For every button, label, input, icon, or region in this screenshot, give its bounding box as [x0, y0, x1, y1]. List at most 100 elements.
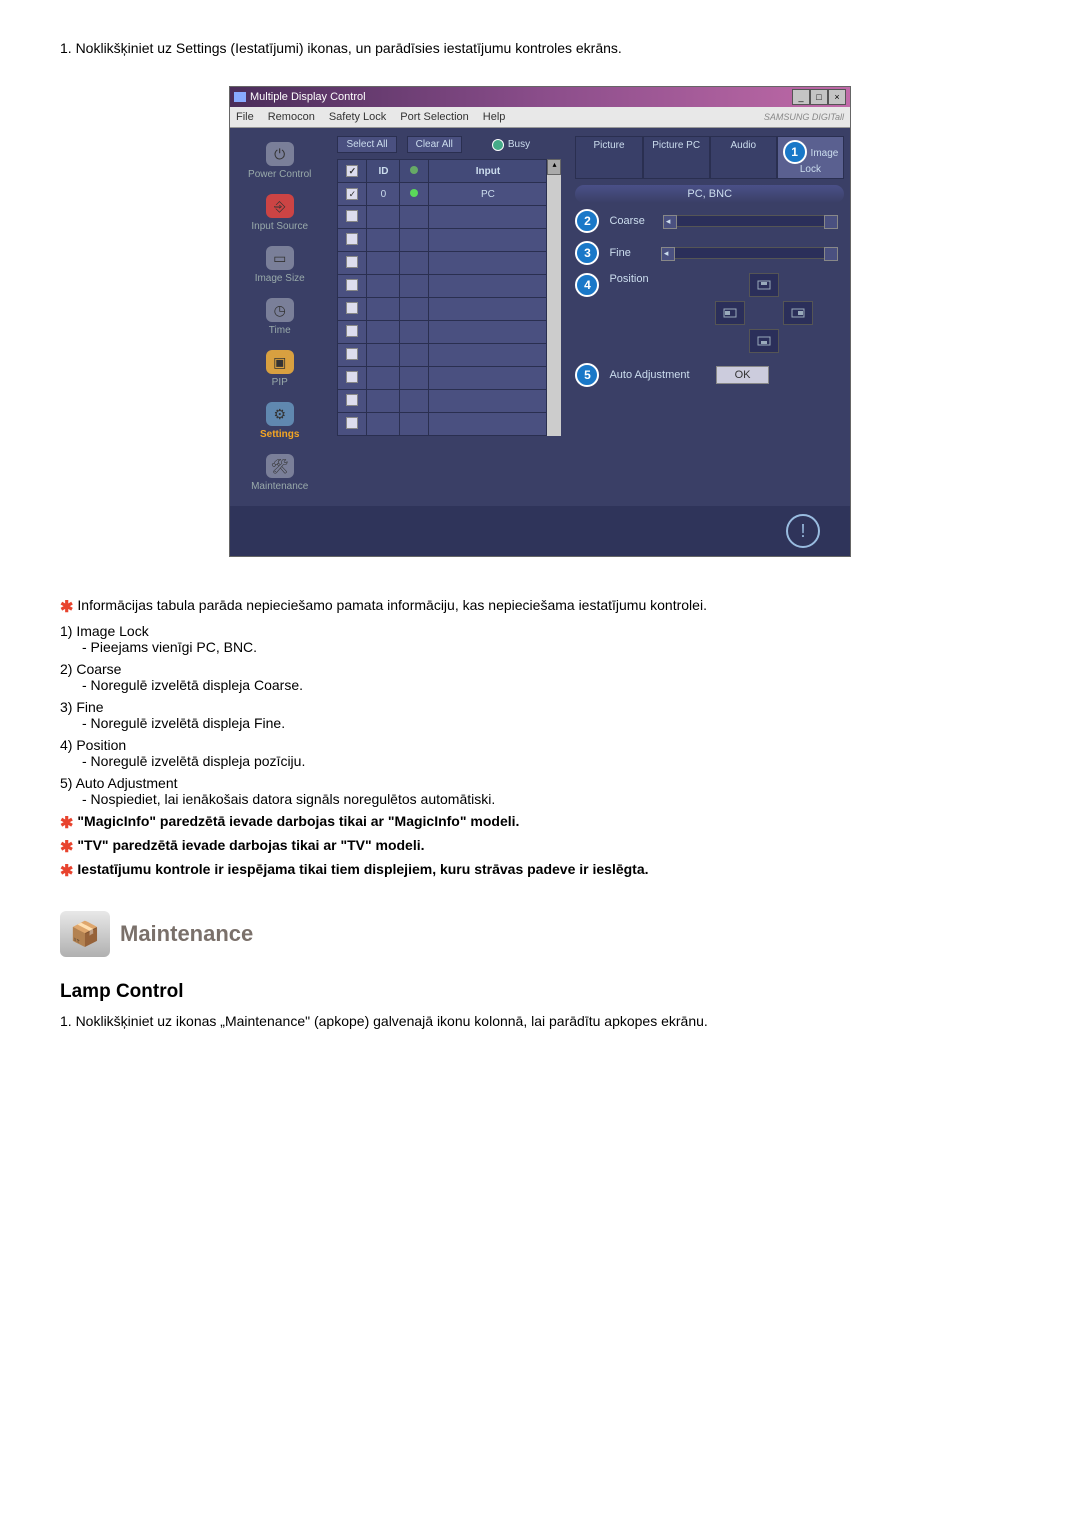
- list-item: 5) Auto Adjustment- Nospiediet, lai ienā…: [60, 775, 1020, 807]
- sidebar-item-input-source[interactable]: ⎆ Input Source: [235, 190, 325, 236]
- close-button[interactable]: ×: [828, 89, 846, 105]
- maintenance-header-icon: 📦: [60, 911, 110, 957]
- maintenance-heading: Maintenance: [120, 921, 253, 947]
- table-row[interactable]: [338, 344, 547, 367]
- badge-3: 3: [575, 241, 599, 265]
- footer-bar: !: [230, 506, 850, 556]
- busy-dot-icon: [492, 139, 504, 151]
- auto-adjustment-label: Auto Adjustment: [609, 369, 689, 381]
- row-id: [367, 298, 400, 321]
- table-row[interactable]: [338, 390, 547, 413]
- sidebar-label: Maintenance: [251, 481, 308, 492]
- row-id: [367, 229, 400, 252]
- numbered-list: 1) Image Lock- Pieejams vienīgi PC, BNC.…: [60, 623, 1020, 807]
- table-row[interactable]: [338, 275, 547, 298]
- position-up[interactable]: [749, 273, 779, 297]
- status-dot-icon: [410, 189, 418, 197]
- fine-label: Fine: [609, 247, 630, 259]
- row-checkbox[interactable]: [346, 371, 358, 383]
- table-row[interactable]: [338, 321, 547, 344]
- minimize-button[interactable]: _: [792, 89, 810, 105]
- row-checkbox[interactable]: [346, 279, 358, 291]
- position-right[interactable]: [783, 301, 813, 325]
- menu-help[interactable]: Help: [483, 111, 506, 123]
- clear-all-button[interactable]: Clear All: [407, 136, 462, 153]
- tab-image-lock[interactable]: 1Image Lock: [777, 136, 844, 179]
- star-icon: ✱: [60, 813, 73, 833]
- app-window: Multiple Display Control _ □ × File Remo…: [229, 86, 851, 557]
- row-checkbox[interactable]: [346, 325, 358, 337]
- table-row[interactable]: [338, 413, 547, 436]
- position-label: Position: [609, 273, 648, 285]
- window-title: Multiple Display Control: [250, 91, 366, 103]
- row-checkbox[interactable]: [346, 210, 358, 222]
- row-checkbox[interactable]: [346, 348, 358, 360]
- source-tag: PC, BNC: [575, 185, 844, 203]
- col-id: ID: [367, 160, 400, 183]
- note-tv: ✱ "TV" paredzētā ievade darbojas tikai a…: [60, 837, 1020, 857]
- sidebar-item-settings[interactable]: ⚙ Settings: [235, 398, 325, 444]
- row-input: [429, 229, 547, 252]
- sidebar-item-pip[interactable]: ▣ PIP: [235, 346, 325, 392]
- titlebar: Multiple Display Control _ □ ×: [230, 87, 850, 107]
- sidebar-item-time[interactable]: ◷ Time: [235, 294, 325, 340]
- list-item: 1) Image Lock- Pieejams vienīgi PC, BNC.: [60, 623, 1020, 655]
- sidebar-label: Power Control: [248, 169, 311, 180]
- maximize-button[interactable]: □: [810, 89, 828, 105]
- fine-slider[interactable]: ◂▸: [673, 247, 826, 259]
- tabs: Picture Picture PC Audio 1Image Lock: [575, 136, 844, 179]
- table-row[interactable]: [338, 298, 547, 321]
- coarse-slider[interactable]: ◂▸: [675, 215, 826, 227]
- table-row[interactable]: [338, 206, 547, 229]
- col-check: [338, 160, 367, 183]
- scrollbar[interactable]: ▴: [547, 159, 561, 436]
- list-item: 2) Coarse- Noregulē izvelētā displeja Co…: [60, 661, 1020, 693]
- note-text: Informācijas tabula parāda nepieciešamo …: [77, 597, 707, 613]
- row-checkbox[interactable]: [346, 302, 358, 314]
- col-status: [400, 160, 429, 183]
- sidebar-label: Settings: [260, 429, 299, 440]
- info-icon[interactable]: !: [786, 514, 820, 548]
- image-size-icon: ▭: [266, 246, 294, 270]
- sidebar: ⏻ Power Control ⎆ Input Source ▭ Image S…: [230, 128, 329, 506]
- row-checkbox[interactable]: [346, 394, 358, 406]
- row-checkbox[interactable]: [346, 233, 358, 245]
- row-checkbox[interactable]: [346, 188, 358, 200]
- table-row[interactable]: 0 PC: [338, 183, 547, 206]
- sidebar-item-image-size[interactable]: ▭ Image Size: [235, 242, 325, 288]
- row-id: [367, 413, 400, 436]
- tab-audio[interactable]: Audio: [710, 136, 777, 179]
- row-checkbox[interactable]: [346, 256, 358, 268]
- row-id: [367, 367, 400, 390]
- tab-picture[interactable]: Picture: [575, 136, 642, 179]
- menu-remocon[interactable]: Remocon: [268, 111, 315, 123]
- table-row[interactable]: [338, 229, 547, 252]
- menu-safety-lock[interactable]: Safety Lock: [329, 111, 386, 123]
- sidebar-item-maintenance[interactable]: 🛠 Maintenance: [235, 450, 325, 496]
- row-checkbox[interactable]: [346, 417, 358, 429]
- tab-picture-pc[interactable]: Picture PC: [643, 136, 710, 179]
- note-info-table: ✱ Informācijas tabula parāda nepieciešam…: [60, 597, 1020, 617]
- position-down[interactable]: [749, 329, 779, 353]
- select-all-button[interactable]: Select All: [337, 136, 396, 153]
- row-id: [367, 390, 400, 413]
- menu-port-selection[interactable]: Port Selection: [400, 111, 468, 123]
- ok-button[interactable]: OK: [716, 366, 770, 384]
- menu-file[interactable]: File: [236, 111, 254, 123]
- instruction-top: 1. Noklikšķiniet uz Settings (Iestatījum…: [60, 40, 1020, 56]
- input-icon: ⎆: [266, 194, 294, 218]
- table-row[interactable]: [338, 367, 547, 390]
- row-id: [367, 252, 400, 275]
- position-left[interactable]: [715, 301, 745, 325]
- maintenance-icon: 🛠: [266, 454, 294, 478]
- row-input: PC: [429, 183, 547, 206]
- sidebar-item-power-control[interactable]: ⏻ Power Control: [235, 138, 325, 184]
- list-item: 4) Position- Noregulē izvelētā displeja …: [60, 737, 1020, 769]
- row-id: [367, 344, 400, 367]
- row-input: [429, 321, 547, 344]
- maintenance-instruction: 1. Noklikšķiniet uz ikonas „Maintenance"…: [60, 1013, 1020, 1029]
- row-input: [429, 252, 547, 275]
- row-id: 0: [367, 183, 400, 206]
- table-row[interactable]: [338, 252, 547, 275]
- pip-icon: ▣: [266, 350, 294, 374]
